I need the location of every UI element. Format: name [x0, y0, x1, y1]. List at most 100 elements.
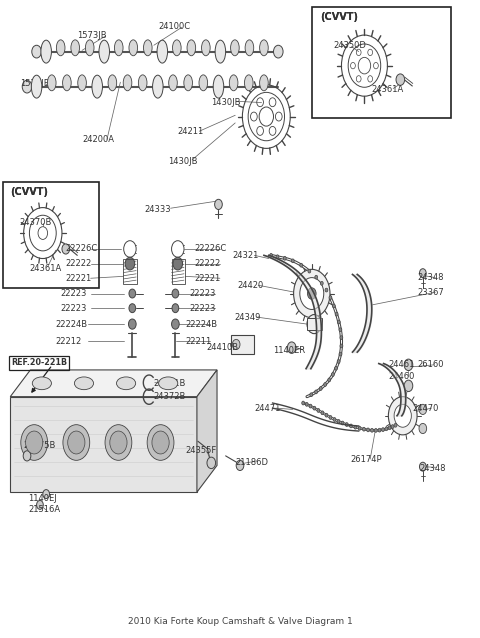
Circle shape — [339, 328, 342, 332]
Text: 23367: 23367 — [417, 288, 444, 297]
Bar — [3, 182, 99, 288]
Circle shape — [337, 320, 340, 324]
Circle shape — [274, 45, 283, 58]
Text: 24100C: 24100C — [158, 22, 191, 31]
Ellipse shape — [92, 75, 102, 98]
Circle shape — [172, 304, 179, 313]
Text: 24211: 24211 — [178, 127, 204, 136]
Circle shape — [38, 226, 48, 239]
Ellipse shape — [230, 40, 239, 56]
Ellipse shape — [260, 75, 268, 91]
Circle shape — [337, 360, 340, 364]
Bar — [307, 318, 323, 330]
Ellipse shape — [62, 75, 71, 91]
Circle shape — [21, 425, 48, 461]
Text: 22222: 22222 — [194, 259, 221, 268]
Ellipse shape — [245, 40, 254, 56]
Ellipse shape — [144, 40, 152, 56]
Bar — [231, 335, 254, 354]
Circle shape — [328, 378, 331, 382]
Circle shape — [309, 404, 312, 408]
Text: 24350D: 24350D — [333, 41, 366, 50]
Circle shape — [313, 406, 316, 410]
Text: 26174P: 26174P — [350, 454, 382, 464]
Circle shape — [345, 422, 348, 426]
Circle shape — [207, 457, 216, 468]
Circle shape — [236, 461, 244, 470]
Ellipse shape — [172, 40, 181, 56]
Bar — [171, 258, 185, 284]
Text: 21516A: 21516A — [28, 505, 60, 514]
Ellipse shape — [157, 40, 168, 63]
Circle shape — [152, 431, 169, 454]
Circle shape — [105, 425, 132, 461]
Circle shape — [315, 390, 318, 394]
Circle shape — [385, 427, 388, 431]
Circle shape — [270, 253, 273, 257]
Text: 24348: 24348 — [420, 464, 446, 473]
Circle shape — [23, 451, 31, 461]
Polygon shape — [197, 370, 217, 492]
Circle shape — [394, 404, 411, 427]
Circle shape — [404, 380, 413, 392]
Bar — [9, 356, 69, 370]
Circle shape — [331, 373, 334, 376]
Ellipse shape — [41, 40, 51, 63]
Polygon shape — [10, 397, 197, 492]
Text: 24333: 24333 — [144, 205, 171, 214]
Circle shape — [325, 288, 328, 292]
Circle shape — [391, 425, 394, 429]
Circle shape — [367, 428, 370, 432]
Text: REF.20-221B: REF.20-221B — [11, 359, 67, 367]
Circle shape — [283, 256, 286, 260]
Circle shape — [374, 429, 377, 433]
Circle shape — [382, 427, 384, 431]
Circle shape — [36, 500, 43, 509]
Text: 26160: 26160 — [417, 360, 444, 369]
Ellipse shape — [138, 75, 147, 91]
Text: 24361A: 24361A — [29, 263, 61, 272]
Ellipse shape — [56, 40, 65, 56]
Circle shape — [329, 415, 332, 419]
Circle shape — [305, 403, 308, 406]
Circle shape — [340, 336, 343, 339]
Polygon shape — [10, 370, 217, 397]
Text: 24471: 24471 — [254, 404, 281, 413]
Text: 24460: 24460 — [388, 372, 415, 381]
Text: 24361A: 24361A — [372, 85, 404, 94]
Text: 21186D: 21186D — [235, 457, 268, 467]
Circle shape — [147, 425, 174, 461]
Circle shape — [371, 428, 373, 432]
Circle shape — [404, 359, 413, 371]
Circle shape — [32, 45, 41, 58]
Text: (CVVT): (CVVT) — [321, 11, 359, 22]
Text: 24200A: 24200A — [82, 135, 114, 144]
Circle shape — [22, 80, 32, 93]
Text: 22223: 22223 — [60, 304, 87, 313]
Ellipse shape — [117, 377, 136, 390]
Bar — [123, 258, 137, 284]
Ellipse shape — [129, 40, 138, 56]
Bar — [312, 7, 451, 119]
Ellipse shape — [71, 40, 80, 56]
Circle shape — [125, 257, 135, 270]
Text: 22211: 22211 — [185, 337, 211, 346]
Text: 1140ER: 1140ER — [274, 346, 306, 355]
Ellipse shape — [114, 40, 123, 56]
Circle shape — [300, 278, 324, 309]
Circle shape — [378, 428, 381, 432]
Circle shape — [394, 424, 397, 427]
Circle shape — [171, 319, 179, 329]
Circle shape — [300, 263, 303, 267]
Circle shape — [173, 257, 182, 270]
Circle shape — [215, 199, 222, 209]
Circle shape — [315, 275, 318, 279]
Circle shape — [320, 281, 323, 285]
Circle shape — [302, 401, 305, 405]
Text: 22224B: 22224B — [185, 320, 217, 329]
Ellipse shape — [187, 40, 196, 56]
Circle shape — [335, 312, 338, 316]
Ellipse shape — [199, 75, 208, 91]
Circle shape — [396, 74, 405, 85]
Circle shape — [404, 401, 413, 413]
